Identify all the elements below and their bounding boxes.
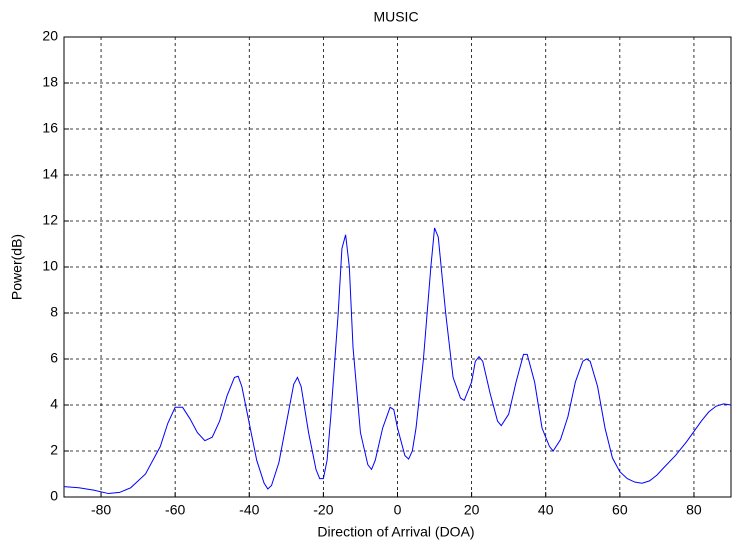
x-axis-label: Direction of Arrival (DOA): [317, 524, 474, 540]
x-tick-label: 0: [394, 502, 402, 518]
y-tick-label: 8: [50, 304, 58, 320]
y-tick-label: 14: [42, 166, 58, 182]
x-tick-label: -60: [165, 502, 185, 518]
x-tick-label: -20: [313, 502, 333, 518]
y-tick-label: 0: [50, 488, 58, 504]
y-tick-label: 6: [50, 350, 58, 366]
y-tick-label: 10: [42, 258, 58, 274]
data-line: [63, 227, 732, 495]
y-tick-label: 2: [50, 442, 58, 458]
y-tick-label: 18: [42, 74, 58, 90]
y-tick-label: 20: [42, 28, 58, 44]
x-tick-label: 40: [538, 502, 554, 518]
x-tick-label: 60: [612, 502, 628, 518]
x-tick-label: -40: [239, 502, 259, 518]
chart-title: MUSIC: [373, 9, 418, 25]
y-tick-label: 4: [50, 396, 58, 412]
x-tick-label: 80: [686, 502, 702, 518]
plot-frame: [63, 36, 732, 498]
x-tick-label: -80: [91, 502, 111, 518]
y-axis-label: Power(dB): [9, 234, 25, 300]
y-tick-label: 16: [42, 120, 58, 136]
y-tick-label: 12: [42, 212, 58, 228]
x-tick-label: 20: [464, 502, 480, 518]
